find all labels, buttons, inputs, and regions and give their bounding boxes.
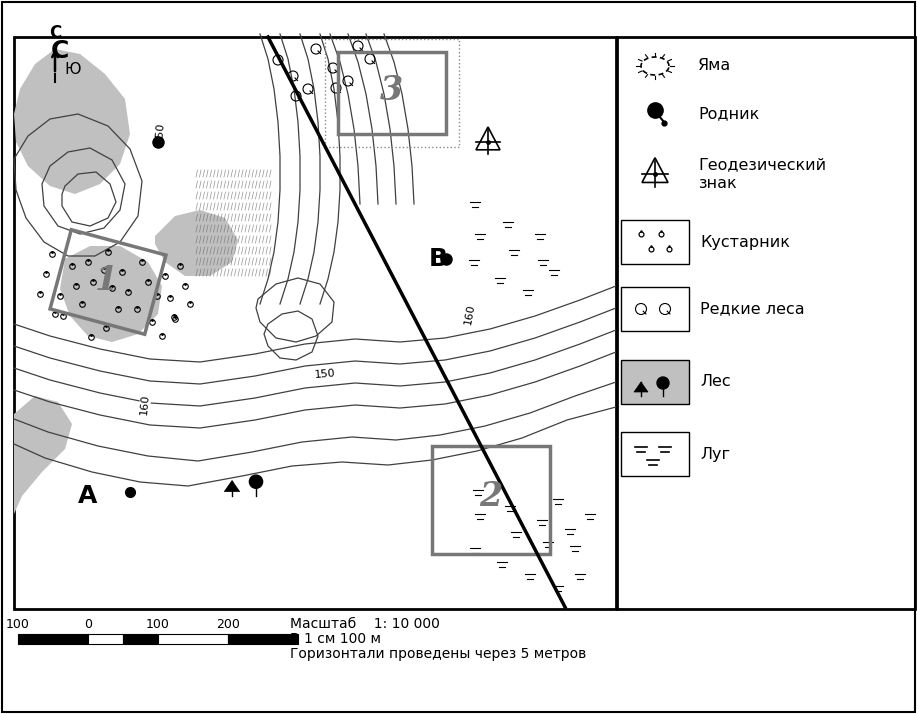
Text: Горизонтали проведены через 5 метров: Горизонтали проведены через 5 метров: [290, 647, 586, 661]
Bar: [432, 446, 550, 554]
Text: Родник: Родник: [698, 106, 759, 121]
Text: Яма: Яма: [698, 59, 731, 74]
Text: 0: 0: [84, 618, 92, 631]
Bar: [158, 634, 228, 644]
Text: 3: 3: [381, 74, 403, 106]
Bar: [621, 432, 689, 476]
Text: С: С: [49, 24, 61, 42]
Text: Луг: Луг: [700, 446, 730, 461]
Polygon shape: [634, 382, 648, 392]
Text: 2: 2: [480, 481, 503, 513]
Text: Редкие леса: Редкие леса: [700, 301, 804, 316]
Text: 150: 150: [315, 368, 336, 380]
Bar: [617, 37, 915, 609]
Bar: [123, 634, 158, 644]
Bar: [621, 287, 689, 331]
Bar: [88, 634, 123, 644]
Polygon shape: [14, 396, 72, 514]
Text: Лес: Лес: [700, 375, 731, 390]
Text: 1: 1: [94, 263, 117, 296]
Bar: [53, 634, 88, 644]
Bar: [621, 220, 689, 264]
Polygon shape: [14, 49, 130, 194]
Text: C: C: [50, 39, 69, 63]
Text: Геодезический: Геодезический: [698, 158, 826, 173]
Bar: [338, 52, 446, 134]
Text: A: A: [78, 484, 98, 508]
Polygon shape: [225, 481, 239, 492]
Polygon shape: [60, 246, 162, 342]
Text: Ю: Ю: [65, 61, 82, 76]
Polygon shape: [155, 210, 238, 276]
Text: 100: 100: [6, 618, 30, 631]
Bar: [14, 37, 616, 609]
Text: Масштаб    1: 10 000: Масштаб 1: 10 000: [290, 617, 440, 631]
Text: знак: знак: [698, 176, 736, 191]
Bar: [621, 360, 689, 404]
Text: 160: 160: [463, 303, 477, 325]
Text: B: B: [428, 247, 447, 271]
Circle shape: [657, 377, 669, 389]
Text: Кустарник: Кустарник: [700, 234, 790, 249]
Text: 150: 150: [154, 121, 166, 143]
Bar: [228, 634, 298, 644]
Circle shape: [249, 475, 262, 488]
Text: 160: 160: [139, 393, 151, 415]
Bar: [18, 634, 53, 644]
Text: 100: 100: [146, 618, 170, 631]
Text: 200: 200: [216, 618, 240, 631]
Text: В 1 см 100 м: В 1 см 100 м: [290, 632, 381, 646]
Bar: [325, 39, 459, 147]
